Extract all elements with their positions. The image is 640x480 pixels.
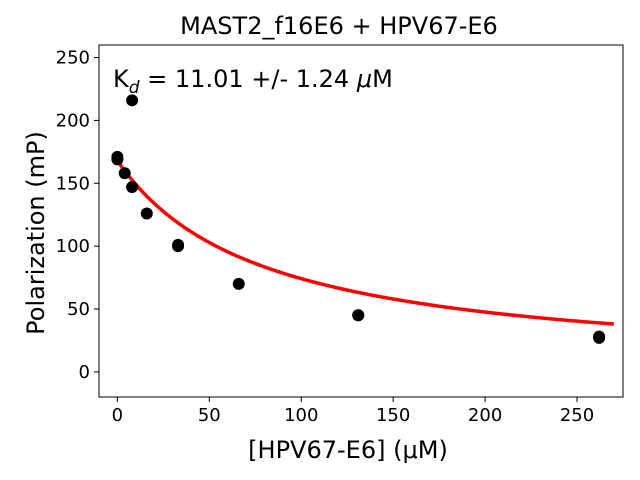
fit-curve-layer [115, 159, 614, 326]
x-tick-label: 150 [376, 405, 410, 426]
y-axis-ticks: 0 50 100 150 200 250 [56, 48, 99, 383]
kd-annotation: Kd = 11.01 +/- 1.24 μM [113, 65, 393, 98]
x-tick-label: 100 [284, 405, 318, 426]
x-tick-label: 50 [198, 405, 221, 426]
data-point [593, 331, 606, 344]
x-tick-label: 200 [468, 405, 502, 426]
y-axis-label: Polarization (mP) [22, 131, 50, 335]
y-tick-label: 250 [56, 48, 90, 69]
x-tick-label: 250 [560, 405, 594, 426]
data-point [352, 309, 365, 322]
kd-unit-mu: μ [356, 65, 372, 93]
fit-curve [115, 159, 614, 326]
data-point [140, 207, 153, 220]
data-point [232, 277, 245, 290]
data-point [118, 167, 131, 180]
y-tick-label: 200 [56, 110, 90, 131]
data-point [126, 181, 139, 194]
y-tick-label: 50 [67, 299, 90, 320]
kd-text: = 11.01 +/- 1.24 [140, 65, 357, 93]
kd-subscript: d [129, 78, 140, 98]
y-tick-label: 150 [56, 173, 90, 194]
data-point [126, 94, 139, 107]
x-axis-label: [HPV67-E6] (μM) [248, 436, 448, 464]
data-points-layer [111, 94, 606, 344]
chart-title: MAST2_f16E6 + HPV67-E6 [180, 12, 498, 40]
y-tick-label: 100 [56, 236, 90, 257]
kd-unit: M [372, 65, 393, 93]
y-tick-label: 0 [79, 362, 90, 383]
x-tick-label: 0 [112, 405, 123, 426]
data-point [111, 153, 124, 166]
x-axis-ticks: 0 50 100 150 200 250 [112, 397, 594, 426]
kd-prefix: K [113, 65, 130, 93]
plot-frame [98, 44, 624, 398]
data-point [172, 240, 185, 253]
